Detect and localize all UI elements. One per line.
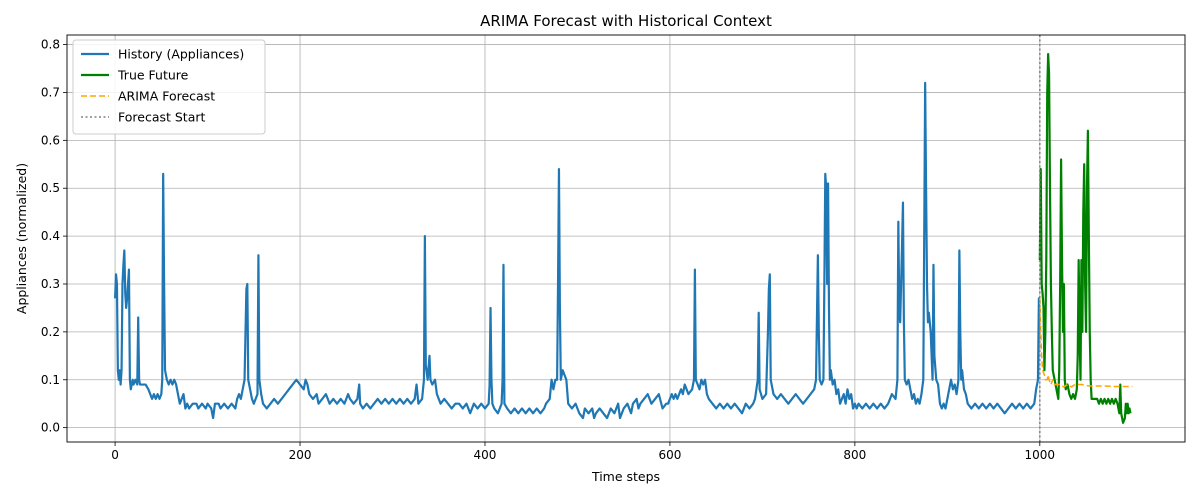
y-tick-label: 0.8 [41, 38, 60, 52]
legend-label: Forecast Start [118, 110, 206, 125]
true-future-line [1038, 53, 1132, 424]
legend: History (Appliances) True Future ARIMA For… [72, 39, 266, 135]
legend-label: ARIMA Forecast [118, 89, 215, 104]
y-tick-label: 0.4 [41, 229, 60, 243]
x-tick-label: 800 [843, 448, 866, 462]
legend-label: True Future [117, 68, 189, 83]
x-tick-label: 400 [474, 448, 497, 462]
legend-label: History (Appliances) [118, 47, 244, 62]
chart-title: ARIMA Forecast with Historical Context [480, 12, 772, 30]
legend-box [72, 39, 266, 135]
y-axis-label: Appliances (normalized) [14, 163, 29, 314]
x-tick-label: 200 [289, 448, 312, 462]
x-axis-label: Time steps [591, 469, 660, 484]
x-tick-label: 1000 [1025, 448, 1056, 462]
plot-frame [66, 34, 1186, 443]
axis-ticks: 0 200 400 600 800 1000 0.0 0.1 0.2 0.3 0.4 0.5 0.6 0.… [41, 38, 1055, 462]
history-line [113, 81, 1040, 420]
x-tick-label: 0 [111, 448, 119, 462]
y-tick-label: 0.0 [41, 421, 60, 435]
y-tick-label: 0.1 [41, 373, 60, 387]
y-tick-label: 0.3 [41, 277, 60, 291]
y-tick-label: 0.6 [41, 133, 60, 147]
x-tick-label: 600 [658, 448, 681, 462]
axes-frame [66, 34, 1186, 443]
y-tick-label: 0.5 [41, 181, 60, 195]
plot-series [113, 35, 1133, 442]
y-tick-label: 0.2 [41, 325, 60, 339]
y-tick-label: 0.7 [41, 85, 60, 99]
